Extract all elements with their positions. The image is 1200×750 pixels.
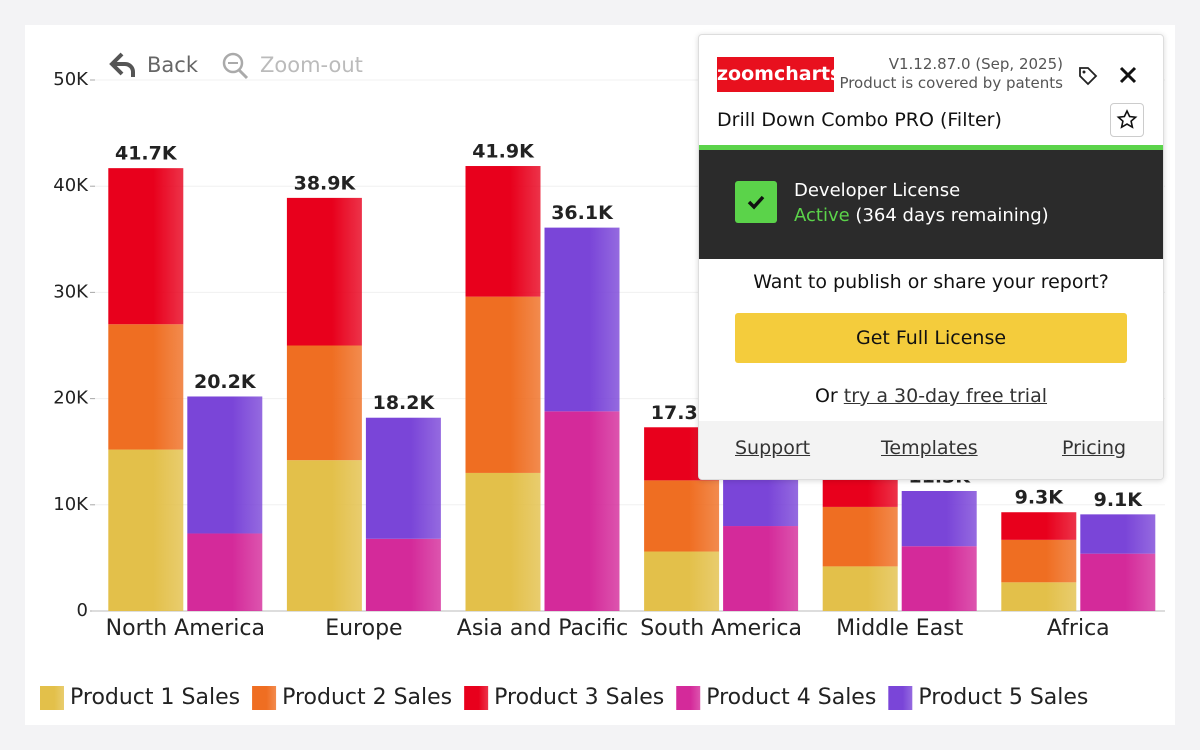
bar-segment: [365, 538, 441, 611]
y-tick-label: 30K: [53, 281, 89, 302]
x-tick-label: North America: [106, 616, 265, 641]
bar-segment: [1001, 512, 1077, 540]
patent-note: Product is covered by patents: [839, 74, 1063, 92]
footer-band: [699, 421, 1163, 479]
total-label: 41.9K: [472, 141, 535, 163]
bar-segment: [1080, 553, 1156, 611]
x-tick-label: Africa: [1047, 616, 1110, 641]
legend-swatch: [252, 686, 277, 710]
bar-segment: [544, 411, 620, 611]
zoom-icon: [222, 52, 244, 74]
get-license-button[interactable]: Get Full License: [735, 313, 1127, 363]
bar-segment: [108, 449, 184, 611]
x-tick-label: Middle East: [836, 616, 964, 641]
bar-segment: [286, 345, 362, 461]
bar-segment: [1001, 582, 1077, 611]
zoom-out-button[interactable]: Zoom-out: [222, 52, 363, 80]
or-text: Or: [814, 385, 838, 407]
total-label: 17.3K: [651, 402, 714, 424]
back-label: Back: [147, 53, 199, 77]
x-tick-label: South America: [640, 616, 802, 641]
y-tick-label: 40K: [53, 175, 89, 196]
license-status: Active (364 days remaining): [794, 205, 1049, 226]
legend-swatch: [464, 686, 489, 710]
y-tick-label: 10K: [53, 494, 89, 515]
legend-label: Product 4 Sales: [706, 685, 876, 710]
bar-segment: [644, 480, 720, 552]
total-label: 36.1K: [551, 202, 614, 224]
panel-title: Drill Down Combo PRO (Filter): [717, 109, 1002, 131]
back-icon: [109, 52, 135, 77]
x-tick-label: Europe: [325, 616, 402, 641]
status-check: [735, 181, 777, 223]
bar-segment: [108, 324, 184, 450]
y-tick-label: 50K: [53, 69, 89, 90]
status-active: Active: [794, 205, 850, 226]
total-label: 41.7K: [115, 143, 178, 165]
zoom-out-label: Zoom-out: [260, 53, 363, 77]
y-tick-label: 0: [77, 600, 88, 621]
back-button[interactable]: Back: [109, 52, 199, 77]
legend-label: Product 2 Sales: [282, 685, 452, 710]
version: V1.12.87.0 (Sep, 2025): [888, 55, 1063, 73]
logo: zoomcharts: [717, 57, 841, 92]
total-label: 20.2K: [194, 371, 257, 393]
bar-segment: [1001, 539, 1077, 583]
bar-segment: [644, 551, 720, 611]
total-label: 38.9K: [294, 172, 357, 194]
favorite-button[interactable]: [1110, 103, 1144, 137]
bar-segment: [286, 460, 362, 611]
support-link[interactable]: Support: [735, 437, 811, 459]
y-tick-label: 20K: [53, 388, 89, 409]
bar-segment: [108, 168, 184, 325]
tag-icon[interactable]: [1077, 65, 1099, 87]
bar-segment: [365, 417, 441, 539]
bar-segment: [465, 296, 541, 473]
trial-line: Or try a 30-day free trial: [699, 385, 1163, 407]
bar-segment: [187, 533, 263, 611]
total-label: 9.3K: [1015, 487, 1065, 509]
license-name: Developer License: [794, 180, 961, 201]
bar-segment: [465, 166, 541, 297]
legend-swatch: [888, 686, 913, 710]
legend-label: Product 1 Sales: [70, 685, 240, 710]
total-label: 18.2K: [373, 392, 436, 414]
bar-segment: [544, 227, 620, 412]
pricing-link[interactable]: Pricing: [1062, 437, 1127, 459]
legend-swatch: [676, 686, 701, 710]
x-tick-label: Asia and Pacific: [457, 616, 628, 641]
bar-segment: [723, 526, 799, 611]
bar-segment: [901, 490, 977, 547]
total-label: 9.1K: [1094, 489, 1144, 511]
bar-segment: [822, 506, 898, 567]
legend-label: Product 3 Sales: [494, 685, 664, 710]
bar-segment: [822, 566, 898, 611]
publish-question: Want to publish or share your report?: [753, 271, 1109, 293]
bar-segment: [187, 396, 263, 534]
trial-link[interactable]: try a 30-day free trial: [843, 385, 1048, 407]
bar-segment: [286, 197, 362, 346]
legend-swatch: [40, 686, 64, 710]
zoom-icon-handle: [237, 68, 249, 80]
bar-segment: [1080, 514, 1156, 554]
legend-label: Product 5 Sales: [918, 685, 1088, 710]
bar-segment: [465, 472, 541, 611]
status-remaining: (364 days remaining): [855, 205, 1049, 226]
bar-segment: [901, 546, 977, 611]
license-panel: zoomcharts V1.12.87.0 (Sep, 2025) Produc…: [698, 34, 1164, 480]
templates-link[interactable]: Templates: [881, 437, 978, 459]
close-button[interactable]: [1119, 66, 1137, 84]
